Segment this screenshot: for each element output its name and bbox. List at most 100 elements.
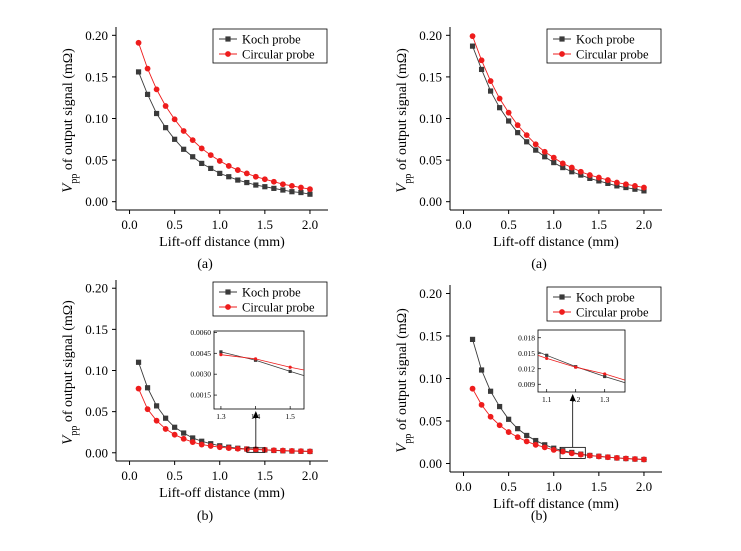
inset-x-tick-label: 1.3 (600, 395, 610, 404)
inset-data-point-circular (253, 357, 258, 361)
x-tick-label: 1.0 (546, 479, 562, 494)
data-point-koch (596, 178, 602, 184)
inset-y-tick-label: 0.018 (518, 333, 535, 342)
y-tick-label: 0.10 (85, 363, 108, 378)
legend-label: Koch probe (576, 291, 635, 305)
data-point-circular (487, 78, 494, 84)
data-point-circular (604, 177, 611, 183)
y-axis-label-v: V (394, 182, 410, 193)
legend-label: Koch probe (242, 286, 301, 300)
data-point-circular (523, 132, 530, 139)
data-point-circular (586, 452, 593, 459)
x-tick-label: 1.0 (212, 217, 228, 232)
zoom-arrow-head (569, 394, 576, 401)
data-point-koch (506, 416, 512, 422)
data-point-circular (577, 451, 584, 458)
x-tick-label: 0.0 (121, 468, 137, 483)
data-point-circular (153, 417, 160, 424)
legend-label: Circular probe (576, 48, 649, 62)
legend-box (212, 28, 328, 64)
data-point-circular (289, 447, 295, 454)
legend-marker-koch (559, 294, 565, 300)
y-tick-label: 0.05 (85, 153, 108, 168)
data-point-circular (469, 33, 476, 40)
legend-marker-circular (225, 51, 231, 57)
y-tick-label: 0.00 (419, 456, 442, 471)
inset-frame (537, 329, 626, 393)
data-point-circular (298, 184, 304, 191)
data-point-circular (307, 186, 313, 193)
y-tick-label: 0.20 (419, 286, 442, 301)
data-point-circular (487, 413, 494, 420)
inset-y-tick-label: 0.0045 (190, 349, 211, 358)
series-line-koch (138, 71, 311, 195)
x-tick-label: 0.5 (167, 468, 183, 483)
data-point-circular (532, 441, 539, 448)
data-point-koch (280, 187, 286, 193)
x-tick-label: 2.0 (636, 479, 652, 494)
inset-x-tick-label: 1.3 (216, 412, 226, 421)
data-point-circular (135, 385, 142, 392)
data-point-circular (135, 39, 142, 46)
data-point-circular (613, 454, 620, 461)
data-point-koch (569, 169, 575, 175)
y-tick-label: 0.00 (85, 445, 108, 460)
data-point-circular (216, 444, 223, 451)
x-tick-label: 0.0 (455, 479, 471, 494)
data-point-circular (613, 179, 620, 186)
y-axis-label: Vpp of output signal (mΩ) (394, 308, 414, 453)
data-point-circular (595, 453, 602, 460)
inset-data-point-circular (574, 365, 578, 369)
y-axis-label-subscript: pp (69, 174, 80, 184)
legend-label: Circular probe (242, 48, 315, 62)
data-point-koch (469, 336, 476, 342)
data-point-koch (614, 183, 620, 189)
data-point-circular (225, 163, 232, 169)
inset-series-line (220, 351, 305, 376)
inset-data-point-koch (545, 353, 549, 357)
data-point-circular (180, 128, 187, 134)
inset-data-point-circular (545, 356, 549, 361)
data-point-koch (262, 184, 268, 190)
x-axis-label: Lift-off distance (mm) (159, 235, 285, 250)
legend-marker-koch (225, 36, 231, 42)
data-point-circular (568, 450, 575, 457)
x-tick-label: 0.5 (501, 217, 517, 232)
data-point-circular (279, 181, 286, 188)
inset-y-tick-label: 0.015 (518, 349, 535, 358)
data-point-koch (533, 437, 539, 444)
data-point-koch (587, 175, 593, 181)
data-point-koch (271, 185, 277, 191)
data-point-circular (541, 444, 548, 451)
y-axis-label-subscript: pp (403, 434, 414, 444)
data-point-koch (478, 367, 485, 373)
data-point-koch (208, 165, 214, 172)
data-point-koch (641, 188, 647, 194)
data-point-circular (198, 145, 205, 152)
y-axis-label: Vpp of output signal (mΩ) (60, 300, 80, 445)
x-axis-label: Lift-off distance (mm) (493, 497, 619, 512)
data-point-circular (632, 182, 638, 189)
y-axis-label: Vpp of output signal (mΩ) (394, 48, 414, 193)
data-point-circular (641, 456, 647, 463)
inset-x-tick-label: 1.2 (571, 395, 581, 404)
legend-label: Circular probe (576, 306, 649, 320)
chart-panel-4: 0.0 0.5 1.0 1.5 2.0 0.00 0.05 0.10 0.15 0.20 Lift-… (394, 285, 662, 524)
legend-marker-circular (225, 304, 231, 310)
legend-box (546, 286, 662, 322)
data-point-koch (172, 136, 178, 142)
data-point-koch (560, 164, 566, 171)
data-point-circular (559, 160, 566, 167)
data-point-koch (524, 139, 530, 145)
data-point-koch (515, 130, 521, 136)
inset-data-point-koch (288, 369, 292, 373)
x-tick-label: 2.0 (636, 217, 652, 232)
data-point-circular (641, 184, 647, 191)
data-point-koch (307, 191, 313, 197)
inset-y-tick-label: 0.009 (518, 380, 535, 389)
data-point-koch (515, 426, 521, 432)
panel-caption: (b) (197, 509, 214, 524)
data-point-koch (181, 146, 187, 152)
data-point-circular (207, 152, 214, 159)
chart-panel-2: 0.0 0.5 1.0 1.5 2.0 0.00 0.05 0.10 0.15 0.20 Lift-… (394, 27, 662, 272)
